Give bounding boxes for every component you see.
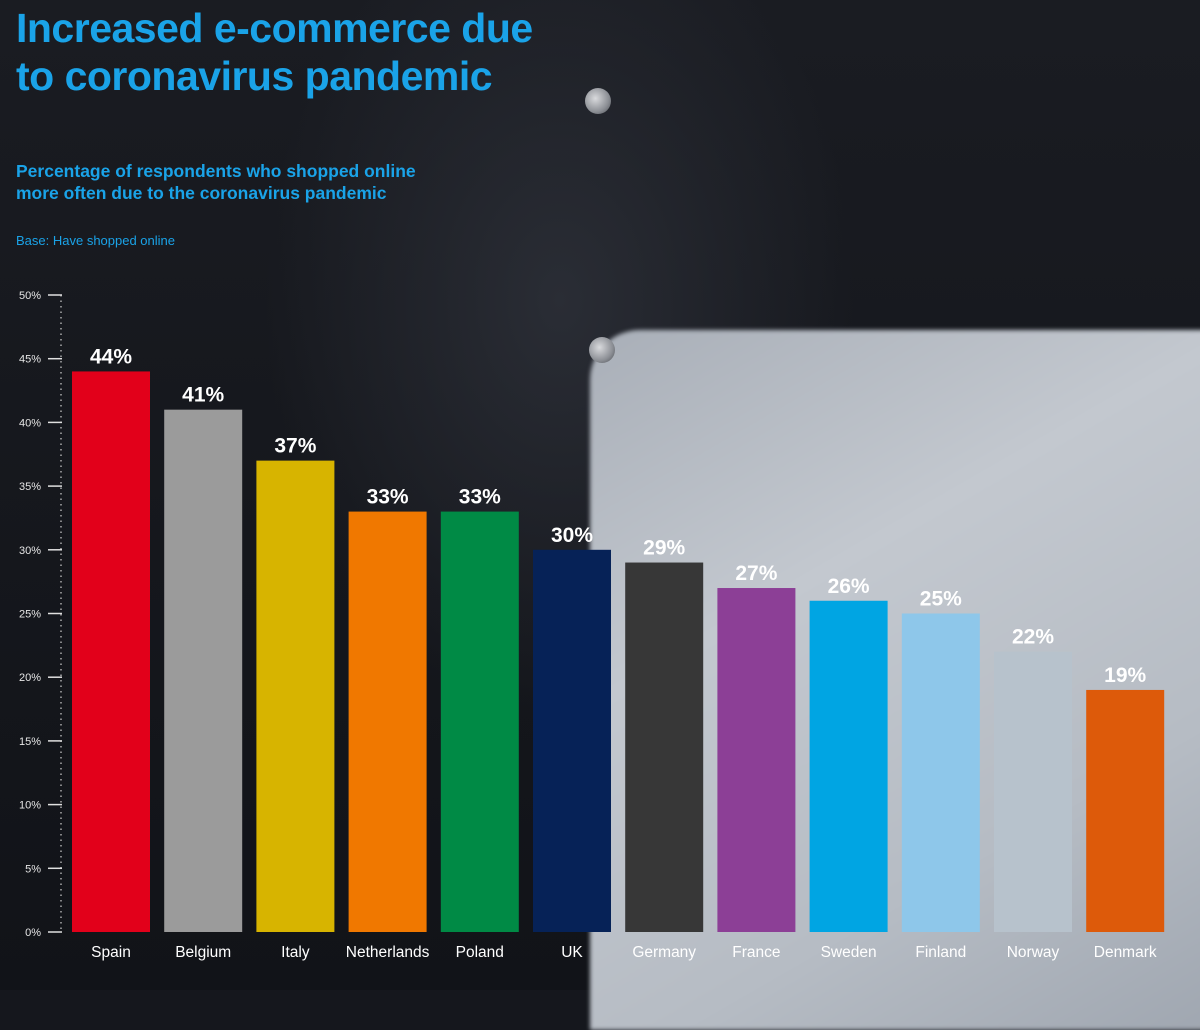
y-tick-label: 15% — [19, 736, 41, 748]
category-label: Norway — [1007, 944, 1060, 961]
bar-sweden — [809, 600, 888, 932]
bar-poland — [440, 511, 519, 932]
value-label: 27% — [735, 562, 777, 585]
value-label: 22% — [1012, 626, 1054, 649]
bar-norway — [994, 651, 1072, 932]
bar-belgium — [164, 409, 243, 932]
bars: 44% Spain 41% Belgium 37% Italy 33% Netherlands… — [72, 345, 1165, 961]
value-label: 41% — [182, 384, 224, 407]
y-tick-label: 50% — [19, 290, 41, 302]
base-note: Base: Have shopped online — [16, 233, 176, 248]
bar-germany — [625, 562, 704, 932]
category-label: Belgium — [175, 944, 231, 961]
bar-denmark — [1086, 689, 1165, 932]
category-label: Finland — [915, 944, 966, 961]
y-tick-label: 35% — [19, 481, 41, 493]
category-label: Germany — [632, 944, 696, 961]
bar-chart: 0% 5% 10% 15% 20% 25% 30% 35% 40% 45% 50% 44% Spain… — [19, 290, 1165, 961]
value-label: 19% — [1104, 664, 1146, 687]
y-tick-label: 45% — [19, 354, 41, 366]
category-label: Italy — [281, 944, 310, 961]
category-label: France — [732, 944, 780, 961]
value-label: 29% — [643, 537, 685, 560]
category-label: Poland — [456, 944, 504, 961]
chart-title: Increased e-commerce due to coronavirus … — [16, 5, 533, 99]
y-tick-label: 5% — [25, 863, 41, 875]
y-tick-label: 40% — [19, 417, 41, 429]
value-label: 44% — [90, 345, 132, 368]
shirt-button-lower — [589, 337, 615, 363]
bar-italy — [256, 460, 335, 932]
value-label: 30% — [551, 524, 593, 547]
value-label: 26% — [828, 575, 870, 598]
y-tick-label: 30% — [19, 545, 41, 557]
value-label: 37% — [274, 435, 316, 458]
category-label: Spain — [91, 944, 131, 961]
y-tick-label: 20% — [19, 672, 41, 684]
y-tick-label: 25% — [19, 609, 41, 621]
y-axis: 0% 5% 10% 15% 20% 25% 30% 35% 40% 45% 50% — [19, 290, 62, 939]
y-tick-label: 0% — [25, 927, 41, 939]
category-label: Denmark — [1094, 944, 1157, 961]
value-label: 33% — [367, 486, 409, 509]
y-tick-label: 10% — [19, 800, 41, 812]
bar-france — [717, 588, 796, 932]
bar-netherlands — [348, 511, 427, 932]
shirt-button-top — [585, 88, 611, 114]
bar-spain — [72, 371, 150, 932]
category-label: UK — [561, 944, 583, 961]
value-label: 25% — [920, 588, 962, 611]
bar-finland — [901, 613, 980, 932]
category-label: Netherlands — [346, 944, 430, 961]
category-label: Sweden — [821, 944, 877, 961]
bar-uk — [533, 549, 611, 932]
value-label: 33% — [459, 486, 501, 509]
chart-subtitle: Percentage of respondents who shopped on… — [16, 161, 416, 203]
